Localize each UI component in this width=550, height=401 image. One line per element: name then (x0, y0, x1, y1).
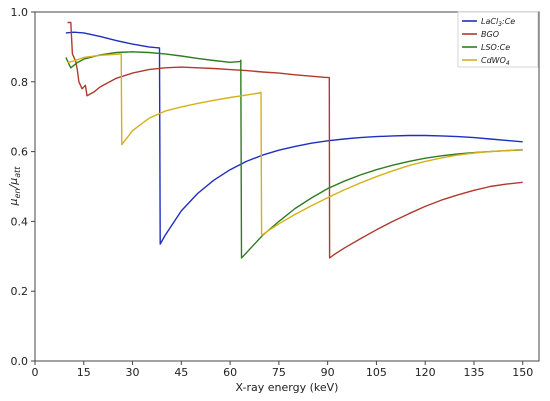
y-label-mu-den: μ (7, 178, 20, 186)
x-tick-label: 105 (366, 366, 387, 379)
y-label-mu: μ (7, 198, 20, 206)
x-axis-label: X-ray energy (keV) (236, 381, 339, 394)
x-tick-label: 0 (32, 366, 39, 379)
y-tick-label: 0.6 (11, 146, 29, 159)
legend-label-4: CdWO4 (481, 56, 510, 67)
y-label-en-sub: en (13, 188, 22, 198)
legend-label-3: LSO:Ce (481, 43, 510, 52)
series-line-1 (65, 31, 523, 245)
legend-label-part: LSO:Ce (481, 43, 510, 52)
legend-label-part: BGO (481, 30, 499, 39)
x-tick-label: 150 (512, 366, 533, 379)
series-layer (65, 21, 523, 259)
y-label-separator: / (7, 183, 20, 189)
y-tick-label: 0.4 (11, 215, 29, 228)
series-line-3 (65, 51, 523, 259)
x-tick-label: 30 (126, 366, 140, 379)
y-axis-label: μen/μatt (7, 166, 22, 207)
x-tick-label: 45 (174, 366, 188, 379)
y-tick-label: 0.8 (11, 76, 29, 89)
y-tick-label: 1.0 (11, 6, 29, 19)
series-line-4 (67, 53, 523, 237)
legend-label-part: LaCl (481, 17, 499, 26)
x-tick-label: 135 (463, 366, 484, 379)
legend-label-1: LaCl3:Ce (481, 17, 515, 28)
x-tick-label: 60 (223, 366, 237, 379)
y-tick-label: 0.0 (11, 355, 29, 368)
x-axis: 0 15 30 45 60 75 90 105 120 135 150 (32, 361, 533, 379)
legend-label-part: CdWO (481, 56, 506, 65)
legend-label-part: 3 (498, 21, 502, 28)
legend-box (457, 11, 539, 68)
x-tick-label: 120 (415, 366, 436, 379)
plot-background (34, 11, 540, 362)
y-axis: 0.0 0.2 0.4 0.6 0.8 1.0 (11, 6, 35, 368)
x-tick-label: 15 (77, 366, 91, 379)
legend-label-part: 4 (506, 60, 510, 67)
legend-label-2: BGO (481, 30, 499, 39)
x-tick-label: 75 (272, 366, 286, 379)
legend-label-part: :Ce (502, 17, 515, 26)
y-label-att-sub: att (13, 166, 22, 178)
y-tick-label: 0.2 (11, 285, 29, 298)
x-tick-label: 90 (321, 366, 335, 379)
series-line-2 (67, 21, 523, 259)
